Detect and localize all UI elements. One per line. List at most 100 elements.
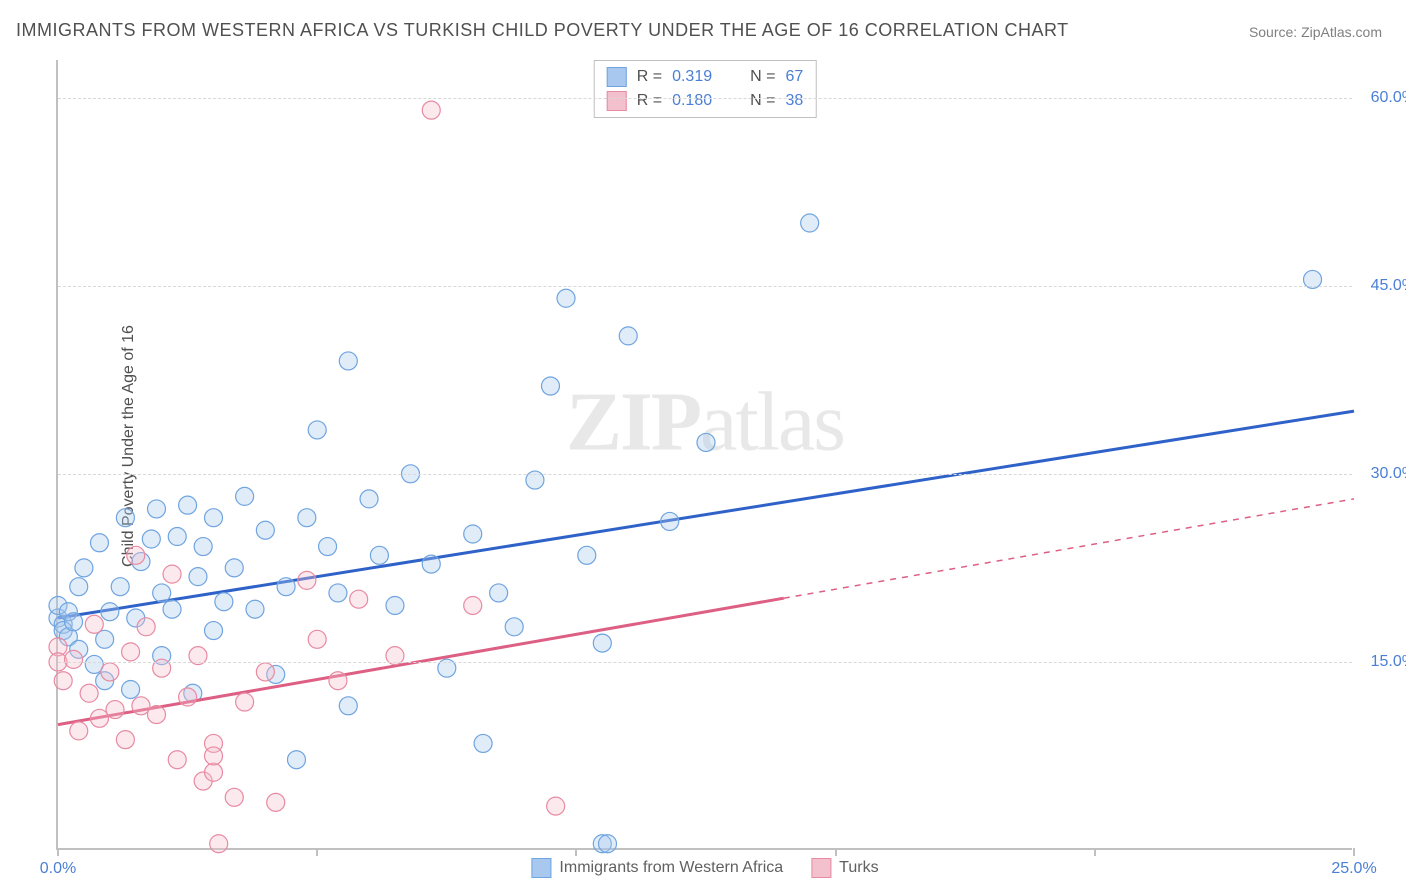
data-point — [54, 672, 72, 690]
data-point — [277, 578, 295, 596]
data-point — [593, 634, 611, 652]
chart-title: IMMIGRANTS FROM WESTERN AFRICA VS TURKIS… — [16, 20, 1069, 41]
data-point — [236, 487, 254, 505]
data-point — [308, 630, 326, 648]
data-point — [329, 584, 347, 602]
trend-line-dashed — [784, 499, 1354, 598]
data-point — [287, 751, 305, 769]
data-point — [101, 663, 119, 681]
data-point — [215, 593, 233, 611]
data-point — [422, 101, 440, 119]
x-tick-label: 25.0% — [1331, 860, 1376, 878]
data-point — [116, 731, 134, 749]
data-point — [106, 701, 124, 719]
x-tick — [835, 848, 837, 856]
data-point — [85, 615, 103, 633]
data-point — [205, 747, 223, 765]
data-point — [386, 596, 404, 614]
data-point — [360, 490, 378, 508]
data-point — [96, 630, 114, 648]
data-point — [147, 500, 165, 518]
x-tick — [316, 848, 318, 856]
data-point — [122, 680, 140, 698]
legend-item: Immigrants from Western Africa — [531, 858, 783, 878]
x-tick — [1353, 848, 1355, 856]
data-point — [189, 568, 207, 586]
data-point — [179, 688, 197, 706]
data-point — [205, 509, 223, 527]
data-point — [464, 525, 482, 543]
data-point — [80, 684, 98, 702]
bottom-legend: Immigrants from Western Africa Turks — [531, 858, 878, 878]
data-point — [137, 618, 155, 636]
gridline-h — [58, 474, 1352, 475]
data-point — [65, 650, 83, 668]
data-point — [246, 600, 264, 618]
data-point — [168, 528, 186, 546]
data-point — [256, 521, 274, 539]
data-point — [422, 555, 440, 573]
data-point — [541, 377, 559, 395]
data-point — [90, 534, 108, 552]
plot-area: ZIPatlas R =0.319N =67R =0.180N =38 Immi… — [56, 60, 1352, 850]
data-point — [256, 663, 274, 681]
x-tick — [575, 848, 577, 856]
data-point — [339, 697, 357, 715]
r-label: R = — [637, 68, 662, 86]
legend-swatch — [531, 858, 551, 878]
data-point — [225, 559, 243, 577]
data-point — [547, 797, 565, 815]
data-point — [267, 793, 285, 811]
data-point — [329, 672, 347, 690]
y-tick-label: 15.0% — [1371, 653, 1406, 671]
data-point — [298, 571, 316, 589]
data-point — [339, 352, 357, 370]
data-point — [111, 578, 129, 596]
source-label: Source: ZipAtlas.com — [1249, 24, 1382, 40]
data-point — [319, 538, 337, 556]
data-point — [142, 530, 160, 548]
data-point — [490, 584, 508, 602]
data-point — [168, 751, 186, 769]
data-point — [505, 618, 523, 636]
r-value: 0.319 — [672, 68, 712, 86]
data-point — [464, 596, 482, 614]
data-point — [599, 835, 617, 853]
data-point — [370, 546, 388, 564]
y-tick-label: 30.0% — [1371, 465, 1406, 483]
data-point — [153, 584, 171, 602]
data-point — [557, 289, 575, 307]
data-point — [697, 433, 715, 451]
legend-swatch — [607, 91, 627, 111]
legend-swatch — [811, 858, 831, 878]
gridline-h — [58, 98, 1352, 99]
data-point — [801, 214, 819, 232]
r-label: R = — [637, 92, 662, 110]
data-point — [70, 578, 88, 596]
r-value: 0.180 — [672, 92, 712, 110]
data-point — [179, 496, 197, 514]
legend-label: Turks — [839, 859, 878, 877]
data-point — [210, 835, 228, 853]
x-tick — [1094, 848, 1096, 856]
stats-row: R = 0.319 N = 67 — [607, 65, 804, 89]
legend-item: Turks — [811, 858, 878, 878]
legend-swatch — [607, 67, 627, 87]
gridline-h — [58, 662, 1352, 663]
stats-legend: R = 0.319 N = 67 R = 0.180 N = 38 — [594, 60, 817, 118]
n-label: N = — [750, 92, 775, 110]
data-point — [122, 643, 140, 661]
data-point — [205, 622, 223, 640]
n-label: N = — [750, 68, 775, 86]
data-point — [75, 559, 93, 577]
data-point — [474, 734, 492, 752]
data-point — [350, 590, 368, 608]
data-point — [205, 763, 223, 781]
n-value: 67 — [785, 68, 803, 86]
data-point — [308, 421, 326, 439]
data-point — [578, 546, 596, 564]
stats-row: R = 0.180 N = 38 — [607, 89, 804, 113]
data-point — [70, 722, 88, 740]
data-point — [298, 509, 316, 527]
n-value: 38 — [785, 92, 803, 110]
